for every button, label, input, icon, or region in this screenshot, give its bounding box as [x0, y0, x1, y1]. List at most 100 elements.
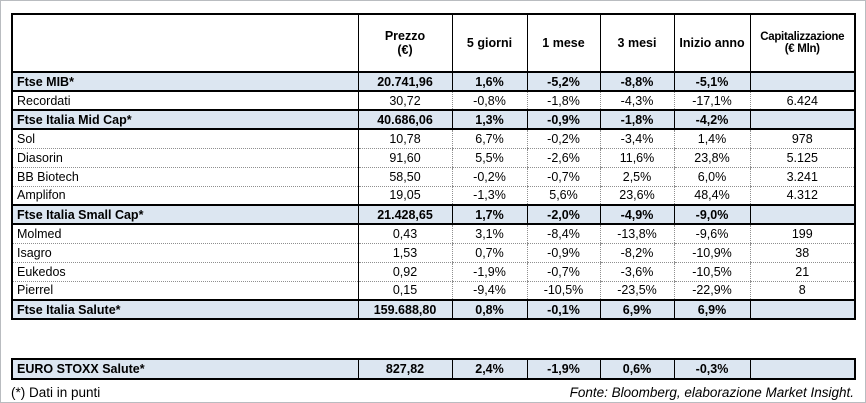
stock-row: Pierrel 0,15 -9,4% -10,5% -23,5% -22,9% 8 — [12, 281, 855, 301]
m1-cell: -2,0% — [526, 204, 600, 225]
m1-cell: -0,7% — [526, 262, 600, 282]
inizio-anno-cell: 23,8% — [673, 148, 750, 168]
performance-table: Prezzo (€) 5 giorni 1 mese 3 mesi Inizio… — [11, 13, 856, 320]
header-inizio-anno: Inizio anno — [673, 13, 751, 73]
prezzo-cell: 58,50 — [357, 167, 452, 187]
m3-cell: -1,8% — [599, 109, 674, 130]
g5-cell: -9,4% — [451, 281, 527, 301]
header-1-mese: 1 mese — [526, 13, 601, 73]
inizio-anno-cell: -10,9% — [673, 243, 750, 263]
instrument-name-cell: Pierrel — [12, 281, 359, 301]
stock-row: Isagro 1,53 0,7% -0,9% -8,2% -10,9% 38 — [12, 243, 855, 263]
header-3-mesi: 3 mesi — [599, 13, 675, 73]
stock-row: Molmed 0,43 3,1% -8,4% -13,8% -9,6% 199 — [12, 224, 855, 244]
m3-cell: 6,9% — [599, 299, 674, 320]
m1-cell: -0,7% — [526, 167, 600, 187]
m1-cell: -1,9% — [526, 358, 600, 380]
m1-cell: -0,9% — [526, 243, 600, 263]
cap-cell: 4.312 — [749, 186, 855, 206]
g5-cell: 1,3% — [451, 109, 527, 130]
m3-cell: -3,4% — [599, 129, 674, 149]
g5-cell: -1,9% — [451, 262, 527, 282]
index-row: Ftse Italia Mid Cap* 40.686,06 1,3% -0,9% -1… — [12, 109, 855, 130]
header-1-mese-label: 1 mese — [542, 36, 585, 50]
g5-cell: -1,3% — [451, 186, 527, 206]
cap-cell: 8 — [749, 281, 855, 301]
stock-row: Recordati 30,72 -0,8% -1,8% -4,3% -17,1% 6.424 — [12, 91, 855, 111]
stock-row: Diasorin 91,60 5,5% -2,6% 11,6% 23,8% 5.125 — [12, 148, 855, 168]
inizio-anno-cell: -4,2% — [673, 109, 750, 130]
cap-cell: 21 — [749, 262, 855, 282]
header-prezzo-unit: (€) — [397, 43, 413, 57]
header-prezzo: Prezzo (€) — [357, 13, 453, 73]
instrument-name-cell: Isagro — [12, 243, 359, 263]
m3-cell: 2,5% — [599, 167, 674, 187]
m1-cell: 5,6% — [526, 186, 600, 206]
header-capitalizzazione-unit: (€ Mln) — [784, 43, 820, 55]
prezzo-cell: 30,72 — [357, 91, 452, 111]
inizio-anno-cell: 6,9% — [673, 299, 750, 320]
g5-cell: -0,8% — [451, 91, 527, 111]
instrument-name-cell: Molmed — [12, 224, 359, 244]
instrument-name-cell: Ftse MIB* — [12, 71, 358, 92]
m3-cell: -4,9% — [599, 204, 674, 225]
inizio-anno-cell: -9,0% — [673, 204, 750, 225]
g5-cell: 1,7% — [451, 204, 527, 225]
m1-cell: -10,5% — [526, 281, 600, 301]
source-note: Fonte: Bloomberg, elaborazione Market In… — [569, 385, 854, 400]
stock-row: Sol 10,78 6,7% -0,2% -3,4% 1,4% 978 — [12, 129, 855, 149]
m1-cell: -2,6% — [526, 148, 600, 168]
cap-cell — [749, 71, 855, 92]
m3-cell: -13,8% — [599, 224, 674, 244]
cap-cell — [749, 358, 855, 380]
inizio-anno-cell: 6,0% — [673, 167, 750, 187]
cap-cell — [749, 109, 855, 130]
g5-cell: -0,2% — [451, 167, 527, 187]
cap-cell — [749, 299, 855, 320]
stock-row: Eukedos 0,92 -1,9% -0,7% -3,6% -10,5% 21 — [12, 262, 855, 282]
g5-cell: 0,7% — [451, 243, 527, 263]
m1-cell: -1,8% — [526, 91, 600, 111]
m3-cell: -4,3% — [599, 91, 674, 111]
m3-cell: -23,5% — [599, 281, 674, 301]
g5-cell: 0,8% — [451, 299, 527, 320]
m1-cell: -0,9% — [526, 109, 600, 130]
prezzo-cell: 0,15 — [357, 281, 452, 301]
prezzo-cell: 1,53 — [357, 243, 452, 263]
prezzo-cell: 159.688,80 — [357, 299, 452, 320]
m1-cell: -0,1% — [526, 299, 600, 320]
footnotes: (*) Dati in punti Fonte: Bloomberg, elab… — [11, 385, 854, 400]
inizio-anno-cell: 1,4% — [673, 129, 750, 149]
instrument-name-cell: Recordati — [12, 91, 359, 111]
inizio-anno-cell: -10,5% — [673, 262, 750, 282]
header-prezzo-label: Prezzo — [384, 29, 426, 43]
inizio-anno-cell: -9,6% — [673, 224, 750, 244]
table-header: Prezzo (€) 5 giorni 1 mese 3 mesi Inizio… — [11, 13, 856, 73]
g5-cell: 6,7% — [451, 129, 527, 149]
g5-cell: 1,6% — [451, 71, 527, 92]
g5-cell: 3,1% — [451, 224, 527, 244]
m3-cell: 23,6% — [599, 186, 674, 206]
cap-cell: 978 — [749, 129, 855, 149]
instrument-name-cell: Eukedos — [12, 262, 359, 282]
header-empty-cell — [11, 13, 359, 73]
m3-cell: -8,8% — [599, 71, 674, 92]
index-row: EURO STOXX Salute* 827,82 2,4% -1,9% 0,6% -0,… — [12, 358, 855, 380]
prezzo-cell: 40.686,06 — [357, 109, 452, 130]
index-row: Ftse Italia Small Cap* 21.428,65 1,7% -2,0%… — [12, 204, 855, 225]
instrument-name-cell: Ftse Italia Small Cap* — [12, 204, 358, 225]
inizio-anno-cell: 48,4% — [673, 186, 750, 206]
inizio-anno-cell: -17,1% — [673, 91, 750, 111]
euro-stoxx-table: EURO STOXX Salute* 827,82 2,4% -1,9% 0,6% -0,… — [11, 358, 856, 380]
header-5-giorni: 5 giorni — [451, 13, 528, 73]
header-3-mesi-label: 3 mesi — [617, 36, 657, 50]
header-row: Prezzo (€) 5 giorni 1 mese 3 mesi Inizio… — [11, 13, 856, 73]
instrument-name-cell: Ftse Italia Salute* — [12, 299, 358, 320]
instrument-name-cell: Ftse Italia Mid Cap* — [12, 109, 358, 130]
m3-cell: -8,2% — [599, 243, 674, 263]
m1-cell: -0,2% — [526, 129, 600, 149]
stock-row: Amplifon 19,05 -1,3% 5,6% 23,6% 48,4% 4.312 — [12, 186, 855, 206]
g5-cell: 5,5% — [451, 148, 527, 168]
stock-row: BB Biotech 58,50 -0,2% -0,7% 2,5% 6,0% 3.241 — [12, 167, 855, 187]
